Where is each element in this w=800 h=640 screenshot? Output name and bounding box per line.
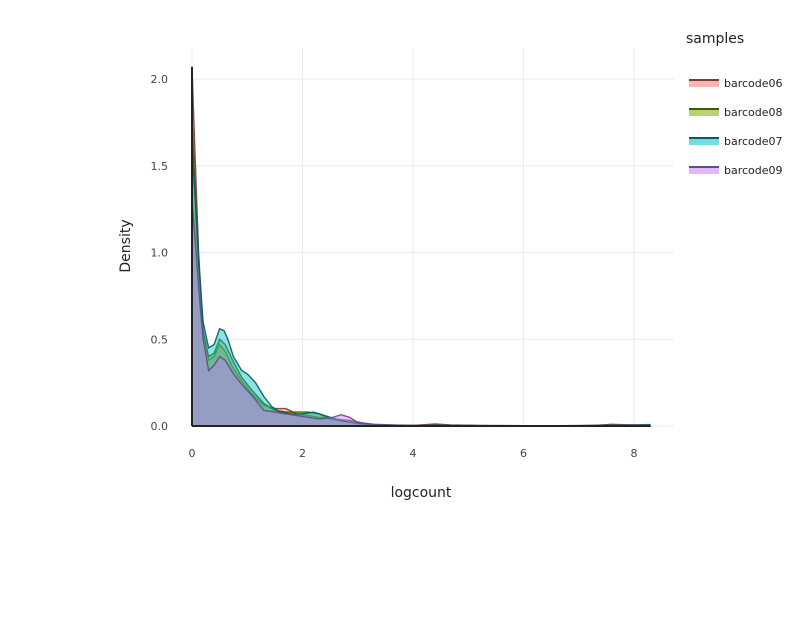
density-series	[191, 66, 651, 427]
legend: barcode06 barcode08 barcode07 barcode09	[689, 77, 783, 177]
legend-swatch-barcode09	[689, 166, 719, 174]
density-line-barcode06	[191, 66, 651, 427]
density-area-barcode08	[192, 117, 651, 426]
x-tick-label: 8	[631, 447, 638, 460]
density-area-barcode09	[192, 200, 651, 426]
y-axis-ticks: 0.0 0.5 1.0 1.5 2.0	[151, 73, 169, 433]
density-line-barcode08	[191, 117, 651, 427]
density-area-barcode06	[192, 66, 651, 427]
y-tick-label: 0.5	[151, 333, 169, 346]
legend-swatch-barcode07	[689, 137, 719, 145]
grid-lines	[191, 48, 674, 427]
legend-title: samples	[686, 31, 744, 47]
y-axis-title: Density	[118, 219, 134, 272]
density-area-barcode07	[192, 148, 651, 426]
y-tick-label: 2.0	[151, 73, 169, 86]
axes	[191, 66, 651, 427]
x-tick-label: 4	[410, 447, 417, 460]
legend-swatch-barcode08	[689, 108, 719, 116]
x-axis-title: logcount	[391, 485, 452, 501]
legend-label: barcode06	[724, 77, 783, 90]
x-tick-label: 0	[189, 447, 196, 460]
legend-swatch-barcode06	[689, 79, 719, 87]
x-tick-label: 2	[299, 447, 306, 460]
y-tick-label: 1.0	[151, 247, 169, 260]
legend-label: barcode09	[724, 164, 783, 177]
y-tick-label: 1.5	[151, 160, 169, 173]
legend-label: barcode08	[724, 106, 783, 119]
legend-label: barcode07	[724, 135, 783, 148]
density-line-barcode07	[191, 148, 651, 427]
y-tick-label: 0.0	[151, 420, 169, 433]
x-axis-ticks: 0 2 4 6 8	[189, 447, 638, 460]
x-tick-label: 6	[520, 447, 527, 460]
